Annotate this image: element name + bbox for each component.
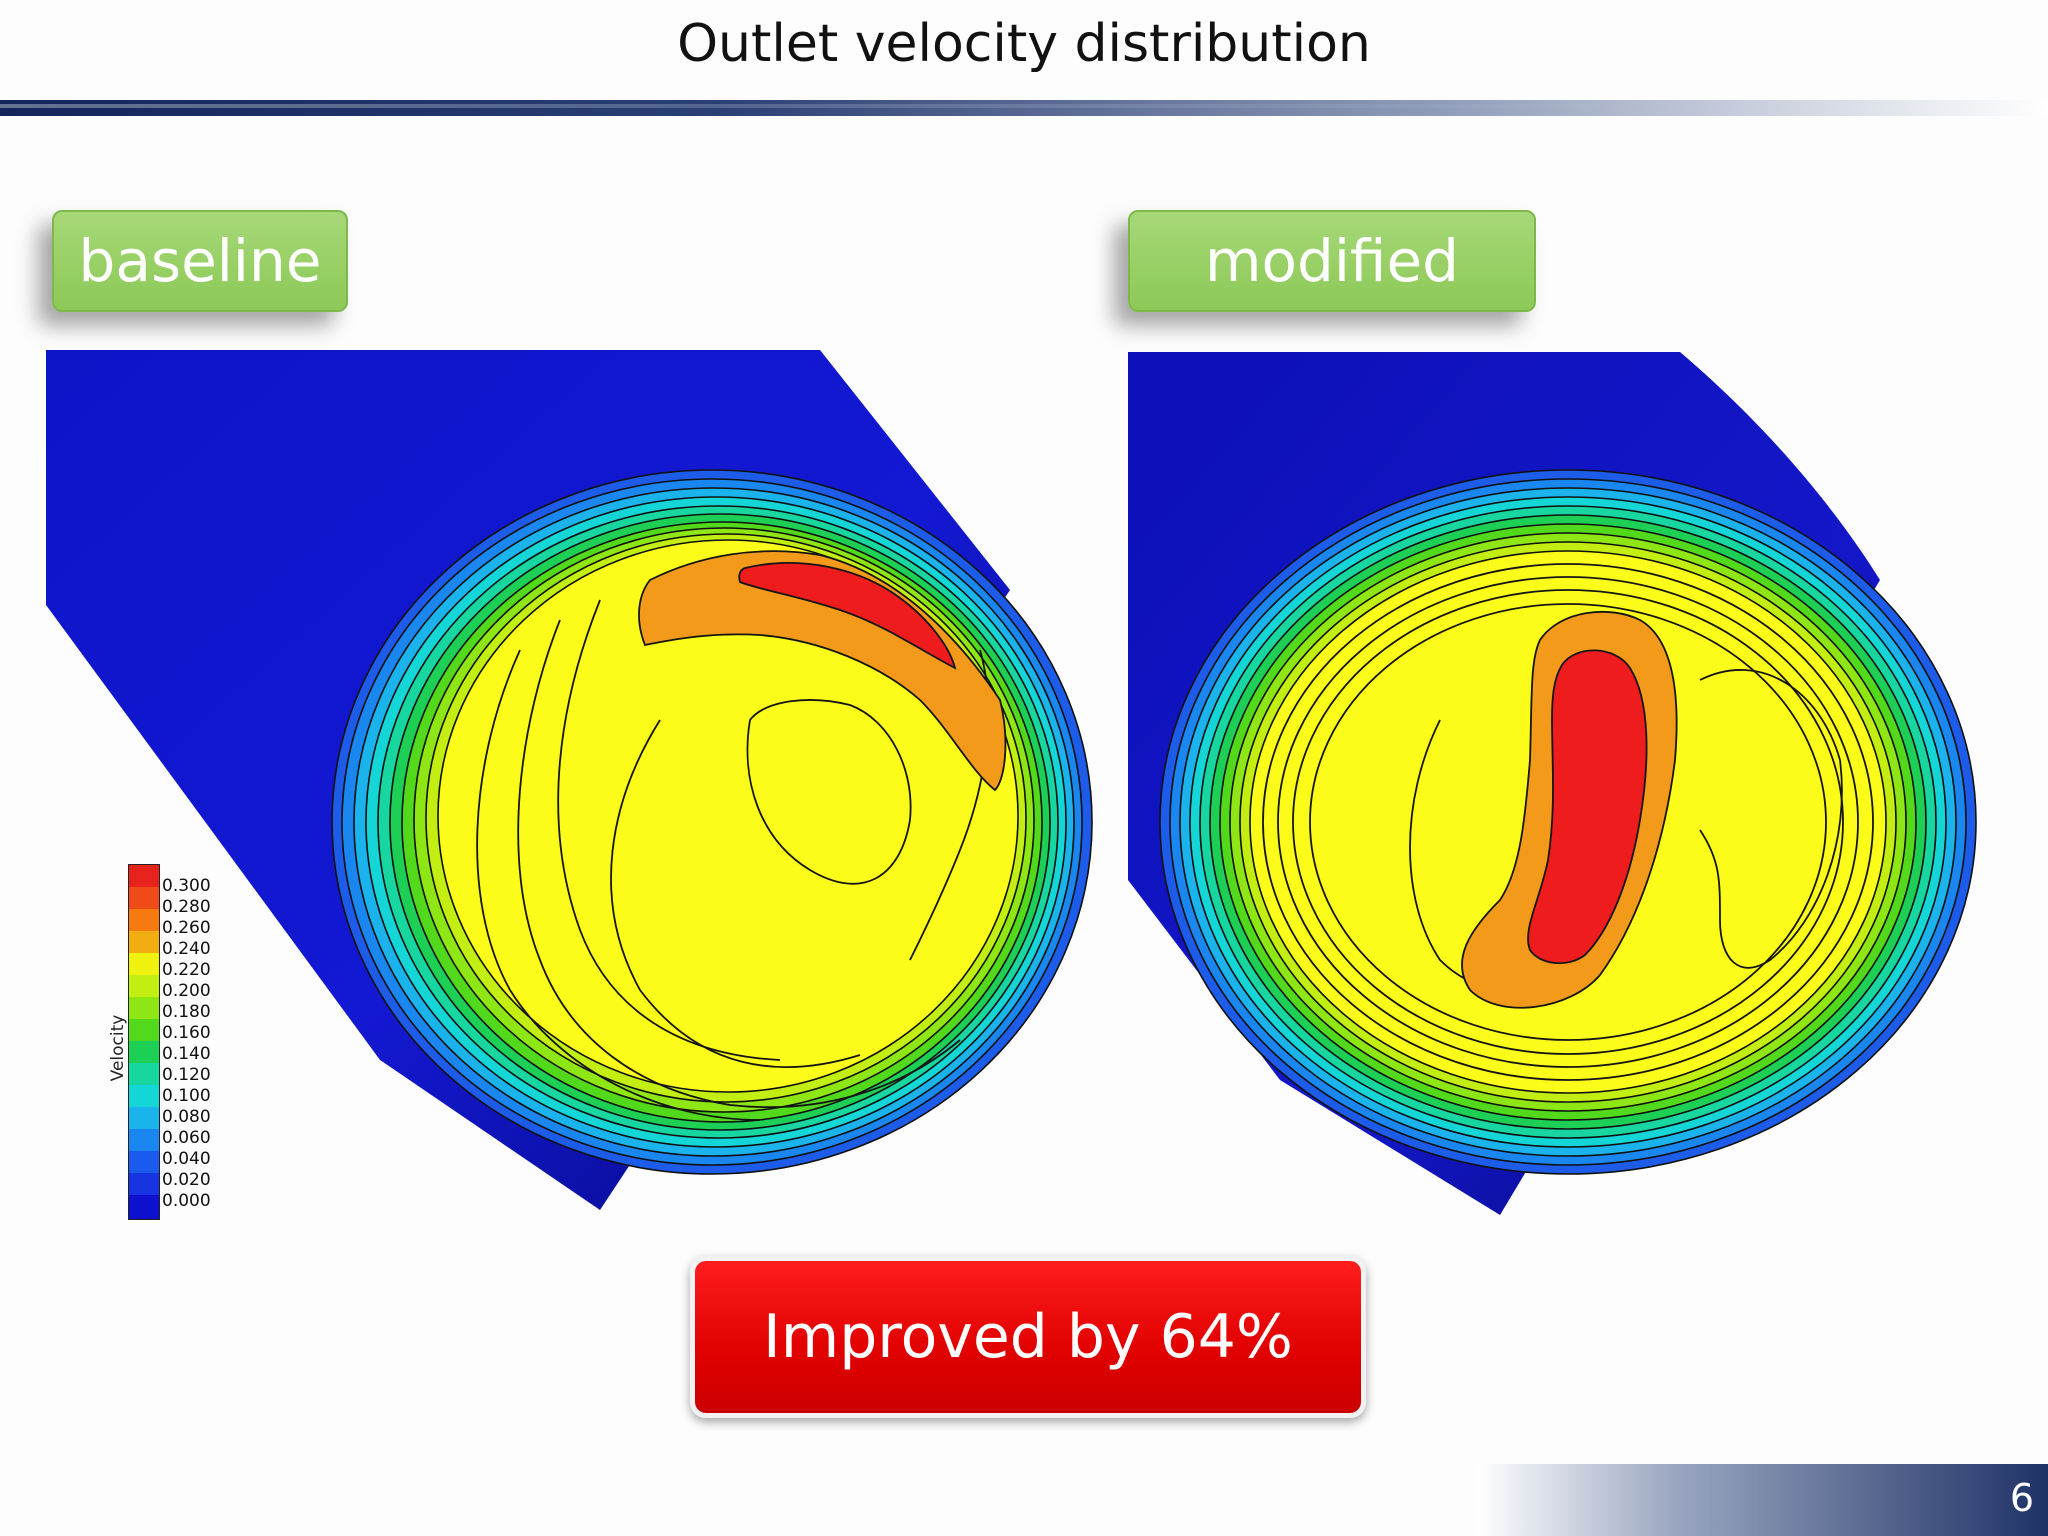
legend-tick: 0.300 <box>162 876 211 896</box>
legend-tick: 0.000 <box>162 1191 211 1211</box>
legend-color-segment <box>129 975 159 997</box>
improvement-callout: Improved by 64% <box>690 1256 1366 1418</box>
velocity-legend: 0.300 0.280 0.260 0.240 0.220 0.200 0.18… <box>108 864 246 1220</box>
baseline-inner-contours <box>476 599 990 1121</box>
legend-color-segment <box>129 865 159 887</box>
modified-contour-plot <box>1128 352 1977 1215</box>
modified-label: modified <box>1128 210 1536 312</box>
legend-tick: 0.080 <box>162 1107 211 1127</box>
legend-tick: 0.120 <box>162 1065 211 1085</box>
legend-axis-title: Velocity <box>108 1014 128 1082</box>
legend-tick: 0.240 <box>162 939 211 959</box>
legend-color-segment <box>129 1151 159 1173</box>
legend-color-segment <box>129 997 159 1019</box>
baseline-label: baseline <box>52 210 348 312</box>
legend-color-segment <box>129 931 159 953</box>
legend-color-segment <box>129 1041 159 1063</box>
legend-color-segment <box>129 953 159 975</box>
legend-color-segment <box>129 1195 159 1219</box>
legend-color-segment <box>129 1019 159 1041</box>
legend-tick: 0.220 <box>162 960 211 980</box>
footer-band <box>1476 1464 2048 1536</box>
modified-red-core <box>1527 649 1648 965</box>
legend-color-segment <box>129 1173 159 1195</box>
legend-tick: 0.040 <box>162 1149 211 1169</box>
legend-tick: 0.140 <box>162 1044 211 1064</box>
legend-color-bar <box>128 864 160 1220</box>
legend-tick: 0.020 <box>162 1170 211 1190</box>
baseline-contour-plot <box>46 350 1093 1210</box>
header-rule-highlight <box>0 104 2048 108</box>
legend-tick: 0.200 <box>162 981 211 1001</box>
legend-color-segment <box>129 909 159 931</box>
legend-tick: 0.260 <box>162 918 211 938</box>
header-rule <box>0 100 2048 116</box>
legend-tick: 0.100 <box>162 1086 211 1106</box>
legend-color-segment <box>129 887 159 909</box>
legend-tick: 0.060 <box>162 1128 211 1148</box>
legend-color-segment <box>129 1085 159 1107</box>
legend-color-segment <box>129 1107 159 1129</box>
legend-tick: 0.160 <box>162 1023 211 1043</box>
baseline-red-core <box>738 562 957 670</box>
legend-tick: 0.280 <box>162 897 211 917</box>
legend-color-segment <box>129 1063 159 1085</box>
legend-color-segment <box>129 1129 159 1151</box>
legend-tick: 0.180 <box>162 1002 211 1022</box>
slide-title: Outlet velocity distribution <box>677 14 1371 74</box>
page-number: 6 <box>2009 1476 2034 1520</box>
